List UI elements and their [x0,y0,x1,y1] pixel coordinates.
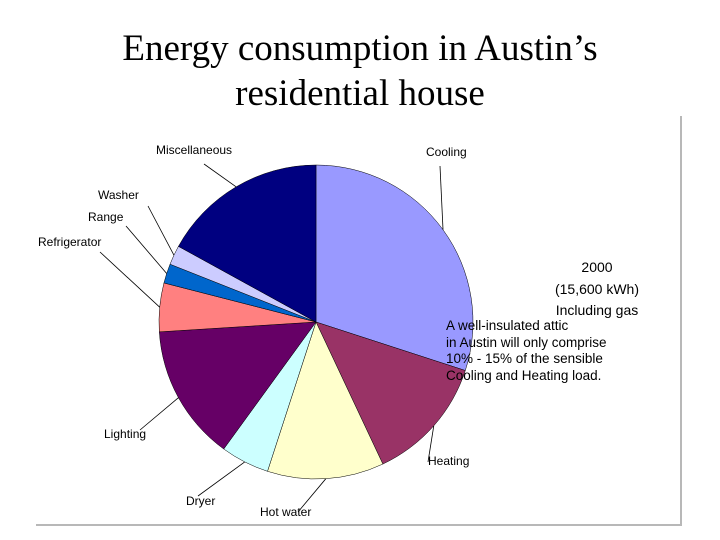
chart-info-line-3: Including gas [556,302,639,318]
pie-slice-heating [315,321,466,465]
slice-label-cooling: Cooling [426,145,467,159]
leader-line-range [125,225,167,274]
slide-title-line-1: Energy consumption in Austin’s [122,28,598,69]
leader-line-refrigerator [99,251,160,308]
annotation-line-4: Cooling and Heating load. [446,367,602,383]
leader-line-dryer [197,461,245,497]
slide-title: Energy consumption in Austin’s residenti… [0,26,720,116]
slice-label-washer: Washer [98,188,139,202]
slice-label-hot-water: Hot water [260,505,311,519]
slice-label-lighting: Lighting [104,427,146,441]
leader-line-heating [427,425,435,463]
leader-line-cooling [439,165,444,230]
slice-label-range: Range [88,210,124,224]
slice-label-heating: Heating [428,454,469,468]
slice-label-dryer: Dryer [186,494,215,508]
annotation-line-2: in Austin will only comprise [446,334,607,350]
slide-title-line-2: residential house [235,73,485,114]
chart-info-line-2: (15,600 kWh) [555,281,639,297]
annotation-line-3: 10% - 15% of the sensible [446,351,603,366]
leader-line-miscellaneous [203,163,237,188]
pie-slice-miscellaneous [178,164,317,323]
pie-chart: Cooling Heating Hot water Dryer Lighting Refr… [38,143,639,519]
pie-slice-cooling [315,164,474,371]
leader-line-washer [147,205,175,256]
slice-label-refrigerator: Refrigerator [38,235,101,249]
annotation-note: A well-insulated attic in Austin will on… [446,318,646,384]
annotation-line-1: A well-insulated attic [446,318,569,333]
leader-line-hot-water [297,478,327,513]
pie-slice-lighting [159,321,317,450]
leader-line-lighting [139,397,179,431]
slice-label-miscellaneous: Miscellaneous [156,143,232,157]
chart-figure: Cooling Heating Hot water Dryer Lighting Refr… [36,116,682,526]
chart-info-line-1: 2000 [581,259,612,275]
